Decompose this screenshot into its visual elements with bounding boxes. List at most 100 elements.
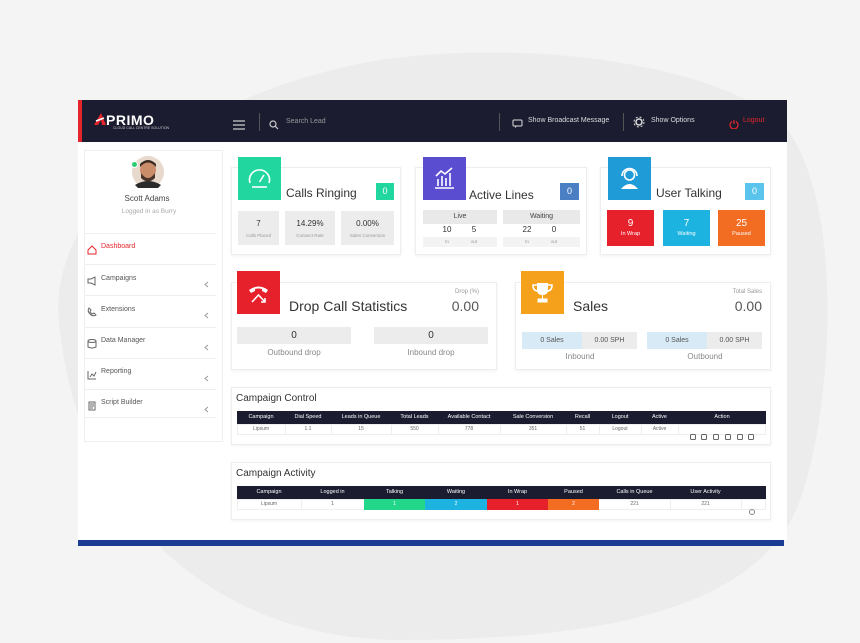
group-out: 0 — [551, 224, 557, 234]
icon-part — [95, 117, 105, 122]
group-in: 22 — [522, 224, 532, 234]
action-icon[interactable] — [713, 427, 719, 440]
logo-mark — [93, 112, 107, 126]
icon-part — [140, 162, 156, 178]
icon-part — [249, 286, 268, 293]
menu-separator — [84, 295, 216, 297]
action-icon[interactable] — [725, 427, 731, 440]
group-in-label: In — [525, 239, 529, 245]
stat-label: Paused — [732, 231, 751, 238]
search-input[interactable]: Search Lead — [286, 118, 326, 126]
table-cell-text: Lipsum — [252, 426, 270, 433]
icon-part — [515, 126, 517, 128]
icon-part — [725, 433, 731, 440]
table-cell — [364, 499, 425, 510]
user-name: Scott Adams — [124, 193, 170, 203]
cell-border — [566, 424, 567, 435]
action-icon[interactable] — [748, 427, 754, 440]
group-footer — [503, 237, 580, 247]
card-title: Active Lines — [469, 188, 534, 203]
user-status: Logged in as Burry — [121, 207, 177, 215]
group-label: Inbound — [565, 351, 595, 361]
table-cell — [487, 499, 548, 510]
action-icon[interactable] — [737, 427, 743, 440]
stat-value: 7 — [256, 218, 261, 228]
column-header: Recall — [574, 413, 591, 420]
cell-border — [331, 424, 332, 435]
icon-part — [690, 433, 696, 440]
icon-part — [87, 276, 96, 286]
stat-label: Connect Rate — [296, 233, 324, 239]
icon-part — [140, 160, 156, 167]
menu-item[interactable]: Dashboard — [101, 243, 136, 251]
icon-part — [737, 433, 743, 440]
table-cell-text: 15 — [358, 426, 364, 433]
menu-separator — [84, 233, 216, 234]
icon-part — [204, 375, 209, 382]
icon-part — [90, 403, 94, 409]
group-out-label: out — [550, 239, 558, 245]
table-cell-text: Logout — [612, 426, 628, 433]
icon-part — [204, 406, 209, 413]
table-cell-text: Active — [652, 426, 667, 433]
table-cell-text: 2 — [572, 501, 575, 508]
menu-item[interactable]: Extensions — [101, 305, 136, 313]
stat-value: 7 — [683, 217, 690, 229]
search-icon — [269, 117, 279, 130]
table-cell-text: 2 — [454, 501, 458, 508]
icon-part — [248, 169, 271, 188]
action-icon[interactable] — [690, 427, 696, 440]
activity-icon[interactable] — [749, 502, 755, 515]
action-icon[interactable] — [701, 427, 707, 440]
icon-part — [729, 120, 739, 130]
icon-part — [437, 173, 451, 186]
menu-chevron — [204, 400, 209, 413]
icon-part — [512, 119, 523, 127]
menu-item[interactable]: Campaigns — [101, 274, 137, 282]
icon-part — [274, 125, 279, 130]
menu-chevron — [204, 306, 209, 319]
column-header: Talking — [385, 488, 404, 495]
icon-part — [87, 340, 97, 349]
cell-border — [500, 424, 501, 435]
icon-part — [737, 433, 743, 440]
total-label: Total Sales — [732, 289, 762, 296]
rate-value: 0.00 — [451, 297, 479, 314]
menu-item[interactable]: Data Manager — [101, 337, 146, 345]
table-cell-text: 221 — [630, 501, 639, 508]
stat-label: Sales Conversion — [349, 233, 386, 239]
icon-part — [87, 307, 97, 317]
stat-box — [607, 210, 654, 246]
icon-part — [88, 401, 96, 411]
table-header — [237, 486, 766, 499]
icon-part — [532, 283, 553, 303]
column-header: In Wrap — [507, 488, 528, 495]
stat-label: In Wrap — [620, 231, 641, 238]
column-header: Campaign — [248, 413, 274, 420]
logout-button[interactable]: Logout — [743, 117, 765, 125]
icon-glyph — [530, 280, 555, 305]
icon-part — [621, 184, 638, 189]
menu-item[interactable]: Script Builder — [101, 399, 143, 407]
stat-box — [237, 327, 351, 344]
table-cell-text: 351 — [528, 426, 538, 433]
table-cell-text: 1 — [393, 501, 396, 508]
table-cell — [425, 499, 487, 510]
icon-part — [633, 116, 645, 128]
icon-part — [204, 313, 209, 319]
options-button[interactable]: Show Options — [651, 117, 695, 125]
icon-part — [141, 173, 155, 182]
divider — [623, 113, 624, 131]
stat-value: 14.29% — [296, 218, 324, 228]
table-row — [237, 424, 766, 435]
icon-part — [87, 370, 97, 380]
group-label: Waiting — [529, 213, 554, 221]
menu-toggle[interactable] — [233, 117, 245, 130]
icon-part — [233, 120, 245, 130]
broadcast-button[interactable]: Show Broadcast Message — [528, 117, 610, 125]
icon-part — [87, 245, 97, 255]
menu-item[interactable]: Reporting — [101, 368, 132, 376]
group-in-label: In — [445, 239, 449, 245]
card-title: Drop Call Statistics — [289, 297, 408, 314]
sph-box — [582, 332, 637, 349]
